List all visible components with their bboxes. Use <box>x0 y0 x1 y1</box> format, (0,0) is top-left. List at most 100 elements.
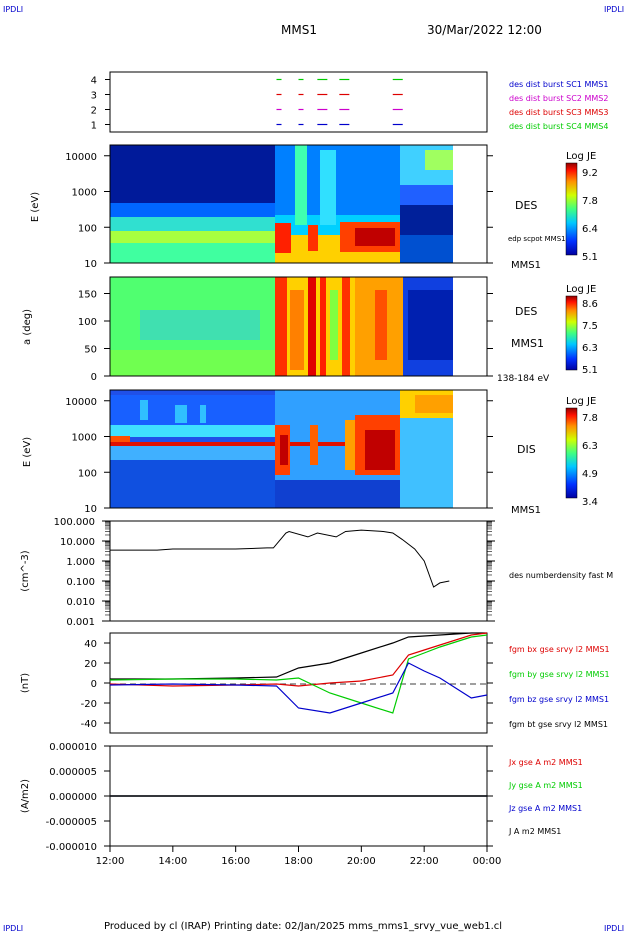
dis-energy-spectrogram <box>110 390 487 508</box>
bfield-legend-item: fgm bz gse srvy l2 MMS1 <box>509 695 609 704</box>
density-ytick-label: 0.100 <box>66 577 95 588</box>
des-energy-label-scpot: edp scpot MMS1 <box>508 235 566 243</box>
density-panel: 100.000 10.000 1.000 0.100 0.010 0.001 (cm^-3… <box>20 517 613 628</box>
burst-legend-item: des dist burst SC2 MMS2 <box>509 94 608 103</box>
des-pitch-colorbar-tick: 5.1 <box>582 365 598 376</box>
current-ytick-label: -0.000005 <box>46 817 97 828</box>
dis-energy-label-bottom: MMS1 <box>511 505 541 516</box>
des-pitch-ytick-label: 50 <box>84 345 97 356</box>
des-energy-colorbar-tick: 7.8 <box>582 196 598 207</box>
des-energy-spectrogram <box>110 145 453 263</box>
burst-ytick-label: 3 <box>91 91 97 102</box>
des-energy-yticks: 10000 1000 100 10 <box>65 152 493 270</box>
density-ytick-label: 100.000 <box>54 517 95 528</box>
density-series-line <box>110 529 450 588</box>
dis-energy-colorbar-tick: 4.9 <box>582 469 598 480</box>
dis-energy-colorbar: Log JE 7.8 6.3 4.9 3.4 <box>565 396 598 508</box>
bfield-ytick-label: -20 <box>81 699 97 710</box>
des-energy-colorbar: Log JE 9.2 7.8 6.4 5.1 <box>565 151 598 263</box>
des-energy-frame <box>109 144 488 264</box>
des-energy-ytick-label: 10 <box>84 259 97 270</box>
density-ytick-label: 1.000 <box>66 557 95 568</box>
burst-frame <box>109 71 488 133</box>
bfield-ytick-label: 40 <box>84 639 97 650</box>
bfield-series-line <box>109 662 488 714</box>
des-energy-ytick-label: 100 <box>78 223 97 234</box>
dis-energy-colorbar-title: Log JE <box>566 396 596 407</box>
bfield-legend-item: fgm bt gse srvy l2 MMS1 <box>509 720 608 729</box>
time-tick-label: 00:00 <box>473 856 502 867</box>
dis-energy-ytick-label: 1000 <box>72 433 97 444</box>
des-energy-label: DES <box>515 199 537 212</box>
dis-energy-colorbar-ticks: 7.8 6.3 4.9 3.4 <box>582 413 598 508</box>
bfield-ytick-label: 20 <box>84 659 97 670</box>
dis-energy-colorbar-tick: 7.8 <box>582 413 598 424</box>
current-legend-item: Jx gse A m2 MMS1 <box>508 758 583 767</box>
des-energy-colorbar-tick: 9.2 <box>582 168 598 179</box>
bfield-legend-item: fgm by gse srvy l2 MMS1 <box>509 670 610 679</box>
des-energy-ytick-label: 10000 <box>65 152 97 163</box>
des-pitch-label-bottom: 138-184 eV <box>497 374 550 384</box>
dis-energy-label: DIS <box>517 443 536 456</box>
current-panel: 0.000010 0.000005 0.000000 -0.000005 -0.0000… <box>20 742 583 853</box>
des-pitch-colorbar: Log JE 8.6 7.5 6.3 5.1 <box>565 284 598 376</box>
des-pitch-ytick-label: 0 <box>91 372 97 383</box>
des-energy-ylabel: E (eV) <box>30 192 41 222</box>
time-axis: 12:00 14:00 16:00 18:00 20:00 22:00 00:00 <box>96 846 502 867</box>
des-energy-colorbar-tick: 6.4 <box>582 224 598 235</box>
bfield-series-lines <box>109 632 488 714</box>
time-tick-label: 18:00 <box>284 856 313 867</box>
mission-title: MMS1 <box>281 23 317 37</box>
des-pitch-spectrogram <box>110 277 487 376</box>
burst-yticks: 4 3 2 1 <box>91 76 110 132</box>
current-ytick-label: 0.000005 <box>49 767 97 778</box>
des-pitch-colorbar-bar <box>565 295 578 371</box>
des-pitch-ytick-label: 100 <box>78 317 97 328</box>
current-ytick-label: 0.000010 <box>49 742 97 753</box>
des-energy-label-bottom: MMS1 <box>511 260 541 271</box>
burst-ytick-label: 2 <box>91 106 97 117</box>
des-pitch-yticks: 150 100 50 0 <box>78 290 493 383</box>
current-legend: Jx gse A m2 MMS1 Jy gse A m2 MMS1 Jz gse A… <box>508 758 583 836</box>
des-pitch-ytick-label: 150 <box>78 290 97 301</box>
des-pitch-label: DES <box>515 305 537 318</box>
datetime-title: 30/Mar/2022 12:00 <box>427 23 542 37</box>
current-ytick-label: -0.000010 <box>46 842 97 853</box>
dis-energy-yticks: 10000 1000 100 10 <box>65 397 493 515</box>
bfield-panel: 40 20 0 -20 -40 (nT) fgm bx gse srvy l2 MMS1… <box>20 632 610 734</box>
density-ytick-label: 10.000 <box>60 537 95 548</box>
des-pitch-colorbar-title: Log JE <box>566 284 596 295</box>
corner-label-bl: IPDLI <box>3 924 23 933</box>
des-pitch-frame <box>109 276 488 377</box>
time-tick-label: 22:00 <box>410 856 439 867</box>
current-legend-item: Jy gse A m2 MMS1 <box>508 781 583 790</box>
current-yticks: 0.000010 0.000005 0.000000 -0.000005 -0.0000… <box>46 742 493 853</box>
time-tick-label: 20:00 <box>347 856 376 867</box>
time-tick-label: 14:00 <box>158 856 187 867</box>
density-ytick-label: 0.001 <box>66 617 95 628</box>
des-pitch-colorbar-tick: 6.3 <box>582 343 598 354</box>
time-tick-label: 12:00 <box>96 856 125 867</box>
corner-label-tr: IPDLI <box>604 5 624 14</box>
current-ytick-label: 0.000000 <box>49 792 97 803</box>
bfield-legend: fgm bx gse srvy l2 MMS1 fgm by gse srvy l… <box>509 645 610 729</box>
des-energy-colorbar-tick: 5.1 <box>582 252 598 263</box>
corner-label-tl: IPDLI <box>3 5 23 14</box>
dis-energy-ylabel: E (eV) <box>22 437 33 467</box>
des-energy-panel: 10000 1000 100 10 E (eV) DES edp scpot MMS1… <box>30 144 598 271</box>
des-pitch-colorbar-tick: 7.5 <box>582 321 598 332</box>
burst-ytick-label: 1 <box>91 121 97 132</box>
des-pitch-label-2: MMS1 <box>511 337 544 350</box>
bfield-ytick-label: -40 <box>81 719 97 730</box>
bfield-yticks: 40 20 0 -20 -40 <box>81 639 493 730</box>
density-legend: des numberdensity fast M <box>509 571 613 580</box>
burst-legend-item: des dist burst SC4 MMS4 <box>509 122 608 131</box>
dis-energy-colorbar-tick: 6.3 <box>582 441 598 452</box>
burst-legend: des dist burst SC1 MMS1 des dist burst SC… <box>509 80 608 131</box>
current-ylabel: (A/m2) <box>20 779 31 813</box>
footer-text: Produced by cl (IRAP) Printing date: 02/… <box>104 921 502 932</box>
current-legend-item: Jz gse A m2 MMS1 <box>508 804 582 813</box>
des-pitch-panel: 150 100 50 0 a (deg) DES MMS1 138-184 eV Lo… <box>22 276 598 384</box>
burst-legend-item: des dist burst SC3 MMS3 <box>509 108 608 117</box>
